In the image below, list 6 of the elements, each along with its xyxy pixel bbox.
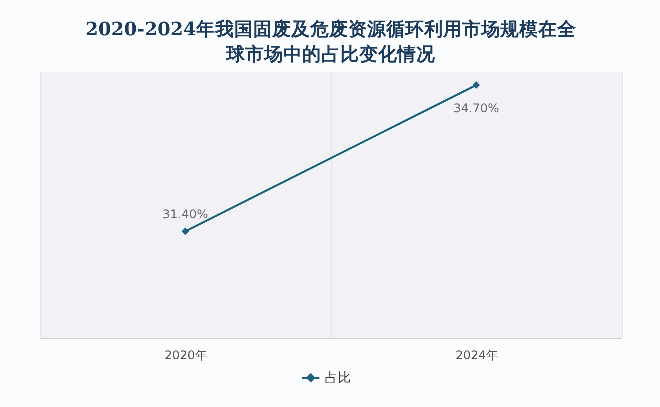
x-tick-label: 2024年 <box>456 348 498 362</box>
data-label: 31.40% <box>162 208 208 222</box>
legend-label: 占比 <box>325 371 351 386</box>
x-tick-label: 2020年 <box>164 348 208 362</box>
data-label: 34.70% <box>454 101 500 116</box>
chart-title: 2020-2024年我国固废及危废资源循环利用市场规模在全球市场中的占比变化情况 <box>86 18 578 66</box>
